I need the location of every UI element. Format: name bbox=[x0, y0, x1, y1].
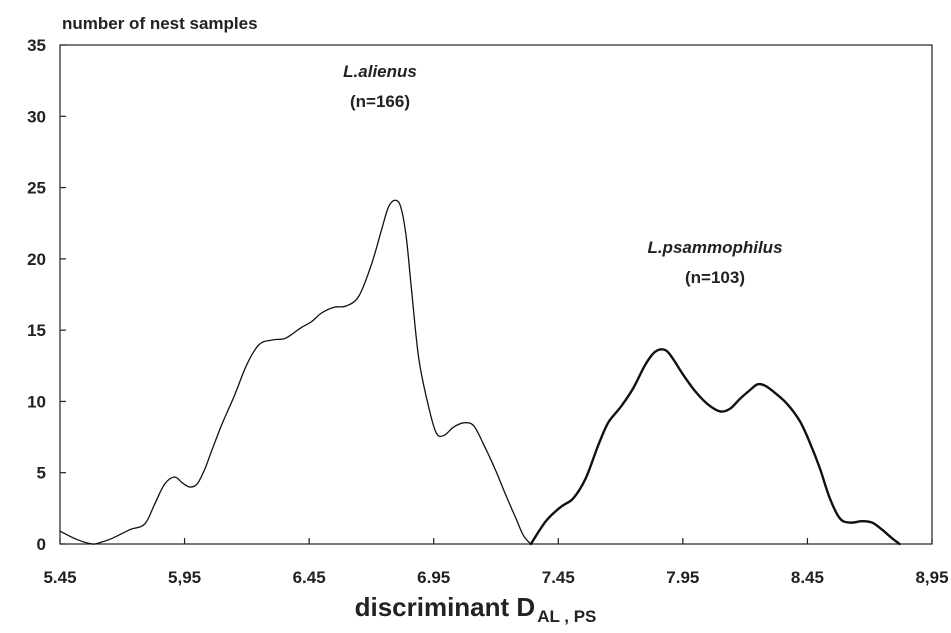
y-tick-label: 20 bbox=[27, 250, 46, 269]
y-axis-ticks: 0 5 10 15 20 25 30 35 bbox=[27, 36, 66, 554]
x-tick-label: 7.95 bbox=[666, 568, 699, 587]
x-tick-label: 8.45 bbox=[791, 568, 824, 587]
x-axis-label-text: discriminant D bbox=[354, 592, 536, 622]
x-tick-label: 7.45 bbox=[542, 568, 575, 587]
y-tick-label: 10 bbox=[27, 392, 46, 411]
series-count-psammophilus: (n=103) bbox=[685, 268, 745, 287]
series-name-alienus: L.alienus bbox=[343, 62, 417, 81]
y-axis-label: number of nest samples bbox=[62, 14, 258, 33]
x-tick-label: 8,95 bbox=[915, 568, 948, 587]
annotation-alienus: L.alienus (n=166) bbox=[300, 62, 460, 112]
plot-area-frame bbox=[59, 44, 933, 545]
x-axis-label-subscript: AL , PS bbox=[537, 607, 597, 626]
y-tick-label: 25 bbox=[27, 179, 46, 198]
x-axis-ticks: 5.45 5,95 6.45 6.95 7.45 7.95 8.45 8,95 bbox=[43, 538, 949, 587]
series-line-lalienus bbox=[59, 199, 532, 545]
annotation-psammophilus: L.psammophilus (n=103) bbox=[590, 238, 840, 288]
x-tick-label: 6.45 bbox=[293, 568, 326, 587]
series-name-psammophilus: L.psammophilus bbox=[647, 238, 783, 257]
series-layer bbox=[59, 199, 901, 546]
x-tick-label: 5,95 bbox=[168, 568, 201, 587]
y-tick-label: 15 bbox=[27, 321, 46, 340]
series-count-alienus: (n=166) bbox=[350, 92, 410, 111]
y-tick-label: 0 bbox=[37, 535, 46, 554]
y-tick-label: 5 bbox=[37, 464, 46, 483]
y-tick-label: 30 bbox=[27, 107, 46, 126]
y-tick-label: 35 bbox=[27, 36, 46, 55]
x-axis-label: discriminant D AL , PS bbox=[0, 592, 951, 627]
x-tick-label: 5.45 bbox=[43, 568, 76, 587]
x-tick-label: 6.95 bbox=[417, 568, 450, 587]
series-line-lpsammophilus bbox=[529, 348, 901, 546]
